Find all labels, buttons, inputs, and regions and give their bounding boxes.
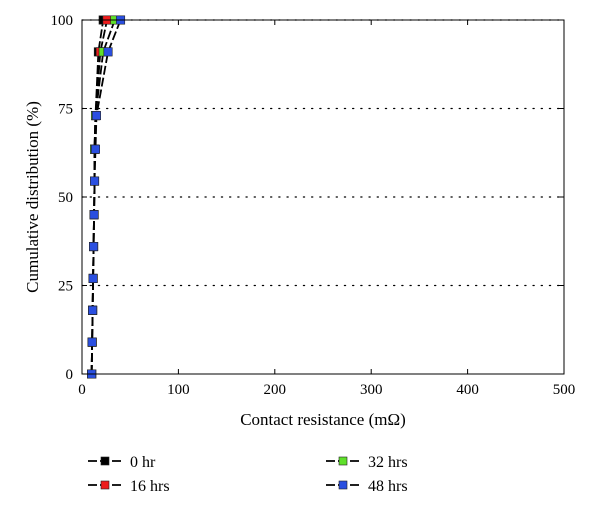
axis-ticks: 0 100 200 300 400 500 0 25 50 75 100	[51, 13, 576, 398]
data-point	[89, 242, 99, 252]
legend-item-2: 32 hrs	[326, 454, 408, 471]
y-tick-label: 50	[58, 190, 73, 206]
gridlines	[81, 19, 565, 287]
legend-item-1: 16 hrs	[88, 478, 170, 495]
y-axis-title: Cumulative distribution (%)	[23, 101, 42, 293]
data-point	[87, 337, 97, 347]
legend-item-0: 0 hr	[88, 454, 156, 471]
x-tick-label: 100	[167, 382, 190, 398]
data-point	[89, 210, 99, 220]
data-point	[88, 273, 98, 283]
legend-marker	[100, 456, 110, 466]
y-tick-label: 75	[58, 102, 73, 118]
data-point	[88, 305, 98, 315]
legend-marker	[100, 480, 110, 490]
data-point	[103, 47, 113, 57]
data-point	[90, 144, 100, 154]
legend-marker	[338, 456, 348, 466]
x-axis-title: Contact resistance (mΩ)	[240, 410, 406, 429]
x-tick-label: 0	[78, 382, 86, 398]
x-tick-label: 400	[456, 382, 479, 398]
x-tick-label: 300	[360, 382, 383, 398]
legend: 0 hr 16 hrs 32 hrs 48 hrs	[88, 454, 408, 495]
x-tick-label: 500	[553, 382, 576, 398]
series-line	[90, 19, 116, 375]
legend-label: 48 hrs	[368, 478, 408, 495]
legend-label: 32 hrs	[368, 454, 408, 471]
legend-label: 0 hr	[130, 454, 156, 471]
y-tick-label: 100	[51, 13, 74, 29]
y-tick-label: 25	[58, 279, 73, 295]
x-tick-label: 200	[264, 382, 287, 398]
legend-item-3: 48 hrs	[326, 478, 408, 495]
legend-label: 16 hrs	[130, 478, 170, 495]
y-tick-label: 0	[66, 367, 74, 383]
legend-marker	[338, 480, 348, 490]
data-point	[90, 176, 100, 186]
data-point	[91, 111, 101, 121]
